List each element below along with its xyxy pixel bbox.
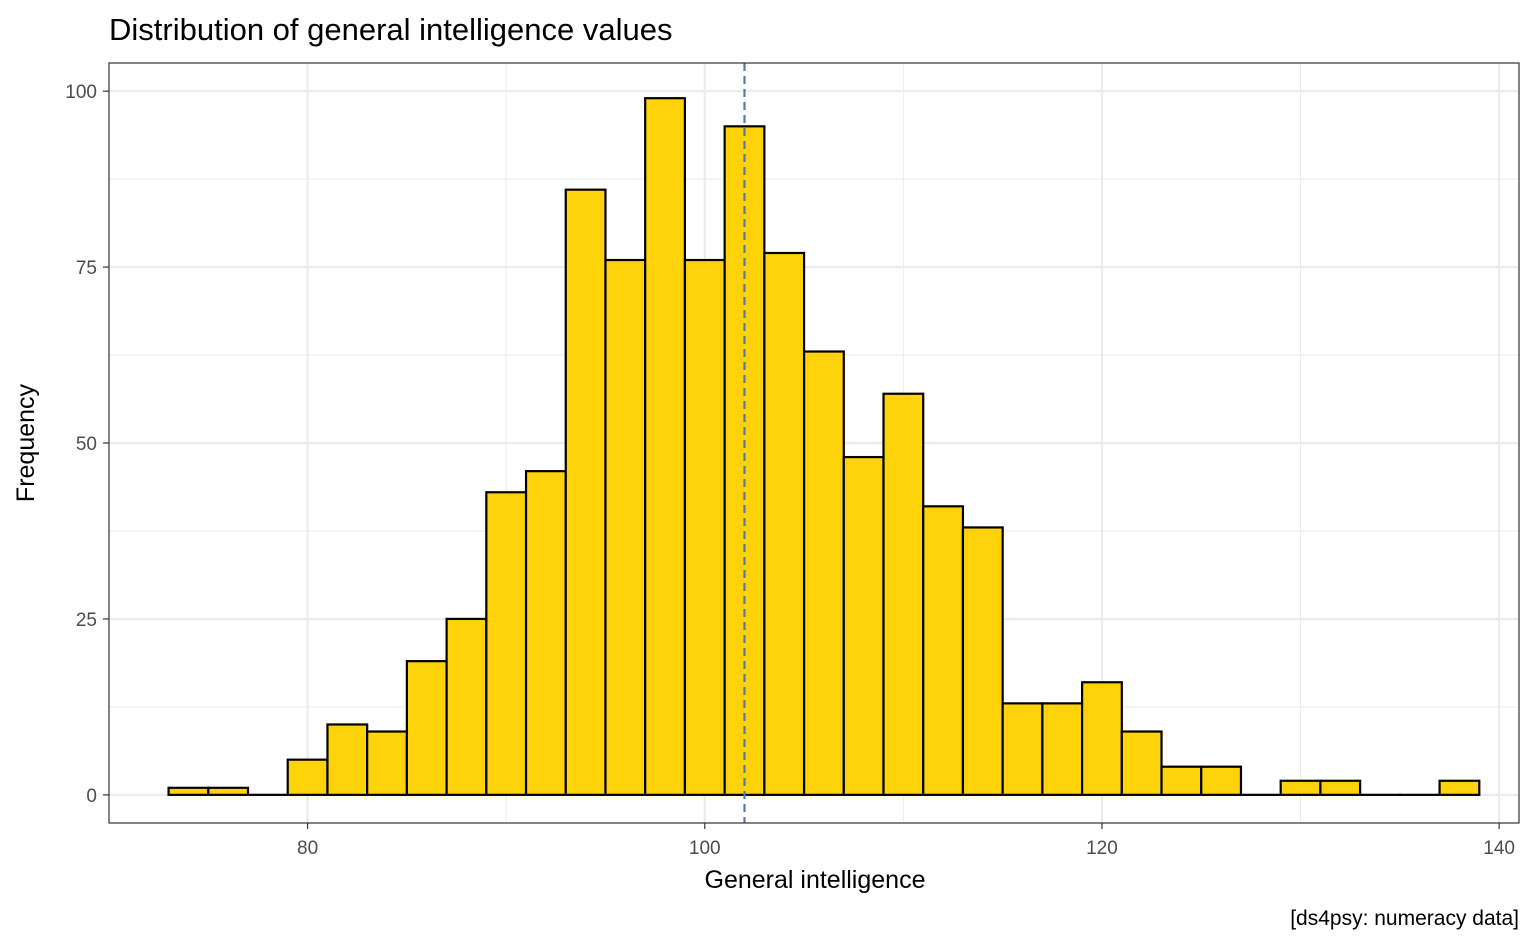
histogram-bar <box>1438 779 1481 796</box>
histogram-bar <box>644 97 687 796</box>
histogram-bar <box>485 491 528 796</box>
histogram-bars <box>167 97 1481 796</box>
histogram-bar <box>286 758 329 796</box>
histogram-bar <box>1001 702 1044 796</box>
histogram-bar <box>524 470 567 796</box>
chart-title: Distribution of general intelligence val… <box>109 12 673 47</box>
histogram-bar <box>366 730 408 796</box>
y-tick-label: 100 <box>65 82 97 103</box>
histogram-bar <box>564 188 607 796</box>
x-tick-label: 80 <box>297 838 318 859</box>
histogram-bar <box>405 660 448 796</box>
histogram-bar <box>802 350 845 796</box>
histogram-bar <box>922 505 965 796</box>
histogram-bar <box>842 455 885 796</box>
x-tick-label: 140 <box>1483 838 1515 859</box>
y-axis: 0 25 50 75 100 <box>65 82 109 807</box>
x-tick-label: 100 <box>689 838 721 859</box>
y-axis-title: Frequency <box>12 383 40 502</box>
histogram-bar <box>326 723 369 796</box>
y-tick-label: 0 <box>86 786 97 807</box>
y-tick-label: 75 <box>76 258 97 279</box>
histogram-bar <box>1200 765 1243 796</box>
histogram-bar <box>961 526 1004 796</box>
histogram-bar <box>882 392 925 796</box>
x-tick-label: 120 <box>1086 838 1118 859</box>
histogram-bar <box>1041 702 1084 796</box>
x-axis: 80 100 120 140 <box>297 823 1515 859</box>
histogram-bar <box>1120 730 1163 796</box>
histogram-bar <box>763 251 806 796</box>
y-tick-label: 50 <box>76 434 97 455</box>
histogram-bar <box>207 786 250 796</box>
histogram-bar <box>445 617 488 796</box>
histogram-bar <box>604 258 647 796</box>
x-axis-title: General intelligence <box>705 866 926 894</box>
y-tick-label: 25 <box>76 610 97 631</box>
histogram-bar <box>1080 681 1123 796</box>
chart-caption: [ds4psy: numeracy data] <box>1290 907 1519 930</box>
histogram-bar <box>683 258 726 796</box>
histogram-bar <box>167 786 210 796</box>
histogram-bar <box>1160 765 1203 796</box>
histogram-bar <box>1319 779 1362 796</box>
histogram-bar <box>1279 779 1322 796</box>
